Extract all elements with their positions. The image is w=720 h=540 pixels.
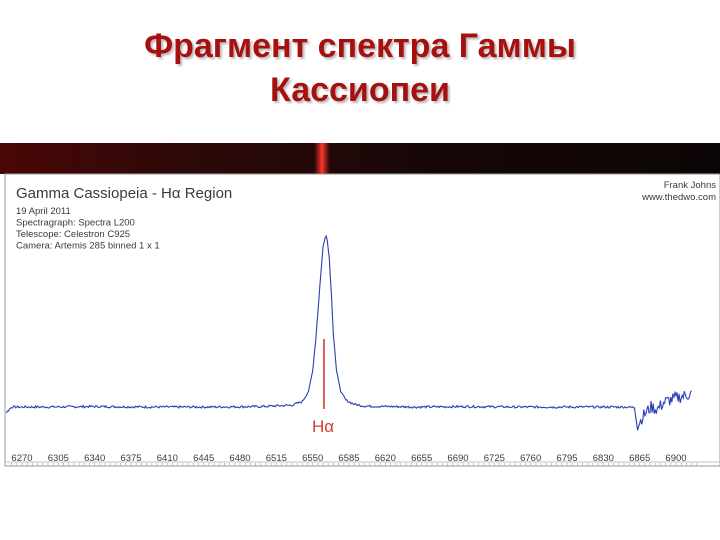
x-tick-label: 6865 <box>629 453 650 464</box>
x-tick-label: 6375 <box>120 453 141 464</box>
x-tick-label: 6655 <box>411 453 432 464</box>
credit-line: Frank Johns <box>664 180 717 191</box>
x-tick-label: 6480 <box>229 453 250 464</box>
x-tick-label: 6760 <box>520 453 541 464</box>
info-line: Spectragraph: Spectra L200 <box>16 218 135 229</box>
h-alpha-label: Hα <box>312 417 334 436</box>
plot-frame <box>4 173 720 467</box>
x-tick-label: 6445 <box>193 453 214 464</box>
slide-title-line-2: Кассиопеи <box>270 71 450 109</box>
slide-title-line-1: Фрагмент спектра Гаммы <box>144 27 576 65</box>
info-line: Camera: Artemis 285 binned 1 x 1 <box>16 241 160 252</box>
x-tick-label: 6410 <box>157 453 178 464</box>
spectrum-figure: Gamma Cassiopeia - Hα Region 19 April 20… <box>0 143 720 468</box>
x-tick-label: 6830 <box>593 453 614 464</box>
spectrum-strip <box>0 143 720 174</box>
x-tick-label: 6305 <box>48 453 69 464</box>
spectrum-line <box>5 234 693 431</box>
x-tick-label: 6550 <box>302 453 323 464</box>
x-tick-label: 6900 <box>665 453 686 464</box>
x-tick-label: 6270 <box>11 453 32 464</box>
x-tick-label: 6690 <box>447 453 468 464</box>
x-tick-label: 6620 <box>375 453 396 464</box>
info-line: 19 April 2011 <box>16 206 71 217</box>
chart-title: Gamma Cassiopeia - Hα Region <box>16 185 232 202</box>
info-line: Telescope: Celestron C925 <box>16 229 130 240</box>
x-tick-label: 6585 <box>338 453 359 464</box>
series-group <box>5 234 693 431</box>
x-tick-label: 6340 <box>84 453 105 464</box>
x-tick-label: 6725 <box>484 453 505 464</box>
spectrum-chart: Gamma Cassiopeia - Hα Region 19 April 20… <box>0 143 720 467</box>
emission-line-strip <box>314 143 330 174</box>
credit-line: www.thedwo.com <box>641 192 716 203</box>
slide-title: Фрагмент спектра Гаммы Кассиопеи <box>0 24 720 112</box>
x-tick-label: 6795 <box>556 453 577 464</box>
x-tick-label: 6515 <box>266 453 287 464</box>
x-axis-ticks: 6270 6305 6340 6375 6410 6445 6480 6515 6550 6585… <box>11 453 698 466</box>
